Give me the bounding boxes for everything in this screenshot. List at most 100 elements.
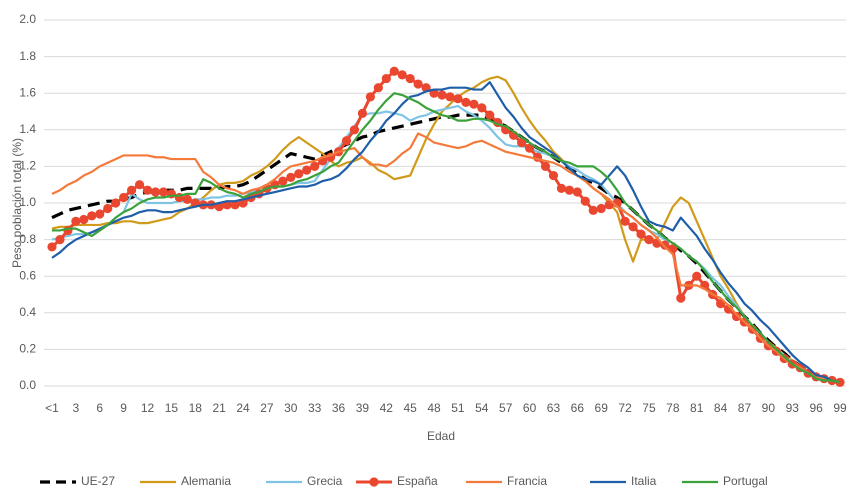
x-tick-label: 60 <box>523 401 537 415</box>
data-point <box>676 293 686 303</box>
series <box>47 66 845 387</box>
data-point <box>150 187 161 197</box>
y-tick-label: 0.6 <box>19 268 36 282</box>
data-point <box>349 125 360 135</box>
legend-label: UE-27 <box>81 474 115 488</box>
legend-label: Grecia <box>307 474 343 488</box>
x-tick-label: 27 <box>260 401 274 415</box>
data-point <box>294 169 304 179</box>
x-tick-label: 72 <box>618 401 632 415</box>
x-tick-label: 66 <box>571 401 585 415</box>
data-point <box>103 203 113 214</box>
series <box>51 113 841 384</box>
x-tick-label: 84 <box>714 401 728 415</box>
data-point <box>524 143 535 153</box>
data-point <box>126 185 137 195</box>
data-point <box>111 198 121 208</box>
x-tick-label: 75 <box>642 401 656 415</box>
data-point <box>588 205 598 215</box>
data-point <box>71 216 81 226</box>
data-point <box>477 103 487 113</box>
x-tick-label: 36 <box>332 401 346 415</box>
data-point <box>564 185 574 195</box>
series <box>51 132 841 384</box>
data-point <box>445 92 455 102</box>
data-point <box>461 97 471 107</box>
x-tick-label: 90 <box>762 401 776 415</box>
y-tick-label: 1.4 <box>19 122 36 136</box>
x-tick-label: 45 <box>404 401 418 415</box>
data-point <box>413 79 423 89</box>
data-point <box>453 94 463 104</box>
y-tick-label: 0.8 <box>19 232 36 246</box>
data-point <box>286 172 296 182</box>
x-tick-label: 21 <box>212 401 226 415</box>
legend-label: España <box>397 474 438 488</box>
x-tick-label: 6 <box>96 401 103 415</box>
legend-label: Francia <box>507 474 547 488</box>
data-point <box>405 73 415 84</box>
series-line <box>51 132 841 384</box>
data-point <box>572 187 582 197</box>
data-point <box>540 161 551 171</box>
x-tick-label: 81 <box>690 401 704 415</box>
data-point <box>548 170 559 181</box>
x-tick-label: 3 <box>73 401 80 415</box>
legend-label: Portugal <box>723 474 768 488</box>
legend-marker <box>369 477 379 487</box>
data-point <box>302 165 312 175</box>
data-point <box>365 92 375 102</box>
data-point <box>389 66 399 76</box>
legend-label: Alemania <box>181 474 231 488</box>
x-tick-label: <1 <box>45 401 59 415</box>
x-tick-label: 96 <box>809 401 823 415</box>
y-tick-label: 1.0 <box>19 195 36 209</box>
data-point <box>731 311 742 322</box>
x-tick-label: 57 <box>499 401 513 415</box>
x-tick-label: 33 <box>308 401 322 415</box>
x-tick-label: 15 <box>165 401 179 415</box>
y-tick-label: 1.2 <box>19 159 36 173</box>
x-tick-label: 54 <box>475 401 489 415</box>
data-point <box>142 185 153 195</box>
series <box>51 75 841 384</box>
x-tick-label: 78 <box>666 401 680 415</box>
x-tick-label: 9 <box>120 401 127 415</box>
data-point <box>620 216 630 226</box>
data-point <box>95 209 105 219</box>
y-tick-label: 0.4 <box>19 305 36 319</box>
series <box>51 104 841 384</box>
data-point <box>47 242 57 252</box>
y-tick-label: 1.6 <box>19 85 36 99</box>
series-line <box>51 113 841 384</box>
data-point <box>636 229 646 239</box>
legend-label: Italia <box>631 474 657 488</box>
data-point <box>79 214 89 225</box>
x-tick-label: 42 <box>380 401 394 415</box>
data-point <box>580 196 590 206</box>
series <box>52 92 841 384</box>
x-tick-label: 18 <box>189 401 203 415</box>
series-line <box>51 75 841 384</box>
y-tick-label: 2.0 <box>19 12 36 26</box>
data-point <box>469 99 479 109</box>
y-tick-label: 0.0 <box>19 378 36 392</box>
x-tick-label: 99 <box>833 401 847 415</box>
series-line <box>51 81 841 384</box>
x-tick-label: 51 <box>451 401 465 415</box>
data-point <box>357 108 368 118</box>
y-axis-label: Peso población total (%) <box>10 138 24 268</box>
data-point <box>437 90 447 100</box>
data-point <box>517 138 527 148</box>
series-line <box>52 92 841 384</box>
data-point <box>596 203 606 214</box>
x-tick-label: 69 <box>595 401 609 415</box>
data-point <box>134 180 145 190</box>
y-tick-label: 1.8 <box>19 49 36 63</box>
x-tick-label: 30 <box>284 401 298 415</box>
data-point <box>485 110 495 120</box>
data-point <box>397 70 407 80</box>
series <box>51 81 841 384</box>
x-axis-label: Edad <box>427 429 455 443</box>
